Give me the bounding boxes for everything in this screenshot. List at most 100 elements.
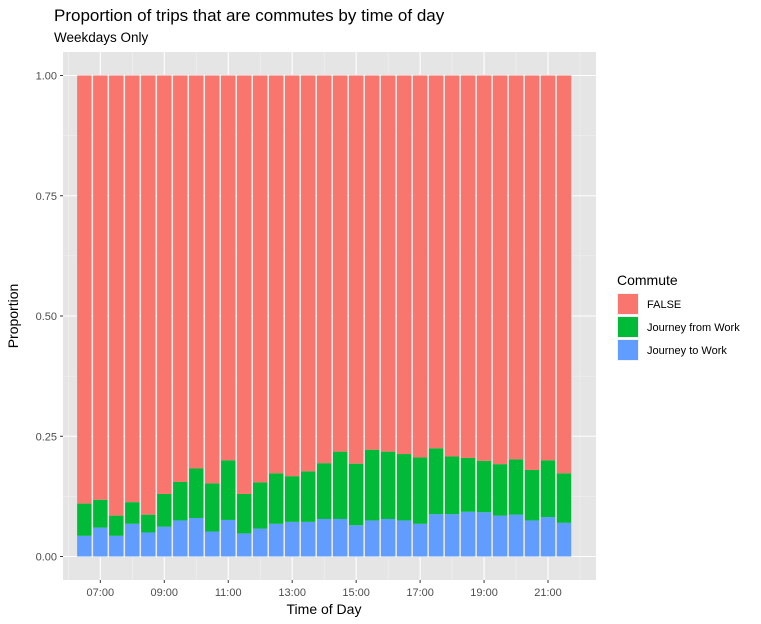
- bar-segment: [540, 517, 556, 557]
- bar-segment: [556, 522, 572, 557]
- bar-segment: [380, 75, 396, 452]
- chart-subtitle: Weekdays Only: [54, 30, 149, 45]
- bar-segment: [189, 75, 204, 469]
- bar-segment: [412, 75, 428, 458]
- bar-segment: [205, 75, 220, 484]
- bar-segment: [253, 482, 268, 529]
- legend-title: Commute: [617, 272, 678, 288]
- y-tick-label: 1.00: [36, 71, 57, 83]
- bar-segment: [189, 518, 204, 557]
- bar-segment: [221, 519, 236, 557]
- bar-segment: [77, 75, 92, 504]
- bar-segment: [348, 75, 364, 464]
- bar-segment: [364, 75, 380, 450]
- bar-segment: [444, 514, 460, 557]
- bar-segment: [508, 514, 524, 557]
- bar-segment: [221, 460, 236, 520]
- bar-segment: [316, 463, 332, 519]
- bar-segment: [93, 527, 108, 557]
- bar-segment: [348, 463, 364, 526]
- bar-segment: [476, 75, 492, 461]
- x-tick-label: 13:00: [278, 587, 306, 599]
- bar-segment: [492, 464, 508, 516]
- y-tick-label: 0.50: [36, 311, 57, 323]
- y-axis: 0.00 0.25 0.50 0.75 1.00: [36, 71, 63, 564]
- bar-segment: [173, 520, 188, 557]
- bar-segment: [460, 511, 476, 557]
- x-tick-label: 09:00: [151, 587, 179, 599]
- bar-segment: [508, 459, 524, 515]
- bar-segment: [109, 535, 124, 557]
- bar-segment: [253, 528, 268, 557]
- x-tick-label: 17:00: [406, 587, 434, 599]
- bar-segment: [300, 521, 316, 557]
- bar-segment: [492, 75, 508, 465]
- bar-segment: [412, 523, 428, 557]
- bar-segment: [300, 471, 316, 522]
- bar-segment: [125, 502, 140, 524]
- bar-segment: [157, 75, 172, 494]
- bar-segment: [237, 493, 252, 534]
- bar-segment: [109, 515, 124, 536]
- y-tick-label: 0.25: [36, 431, 57, 443]
- bar-segment: [396, 520, 412, 557]
- bar-segment: [285, 476, 300, 522]
- bar-segment: [141, 532, 156, 557]
- bar-segment: [125, 523, 140, 557]
- bar-segment: [141, 75, 156, 515]
- x-tick-label: 21:00: [534, 587, 562, 599]
- bar-segment: [205, 531, 220, 557]
- bar-segment: [205, 483, 220, 532]
- x-tick-label: 11:00: [215, 587, 242, 599]
- bar-segment: [93, 499, 108, 528]
- bar-segment: [269, 75, 284, 474]
- bar-segment: [540, 75, 556, 461]
- bar-segment: [428, 514, 444, 557]
- bar-segment: [221, 75, 236, 461]
- bar-segment: [524, 469, 540, 521]
- bar-segment: [189, 468, 204, 519]
- legend-swatch: [618, 294, 638, 314]
- bar-segment: [77, 503, 92, 536]
- bar-segment: [460, 457, 476, 512]
- legend-swatch: [618, 317, 638, 337]
- bar-segment: [476, 460, 492, 513]
- bar-segment: [380, 518, 396, 557]
- bars: [77, 75, 572, 557]
- x-tick-label: 07:00: [87, 587, 115, 599]
- x-axis: 07:00 09:00 11:00 13:00 15:00 17:00 19:00 21:00: [87, 580, 562, 599]
- bar-segment: [269, 473, 284, 524]
- bar-segment: [109, 75, 124, 516]
- bar-segment: [348, 525, 364, 557]
- bar-segment: [141, 514, 156, 533]
- bar-segment: [332, 75, 348, 452]
- bar-segment: [444, 75, 460, 457]
- y-tick-label: 0.00: [36, 552, 57, 564]
- bar-segment: [332, 518, 348, 557]
- y-axis-title: Proportion: [5, 284, 21, 349]
- x-tick-label: 19:00: [470, 587, 498, 599]
- bar-segment: [540, 460, 556, 518]
- bar-segment: [157, 526, 172, 557]
- bar-segment: [524, 75, 540, 470]
- bar-segment: [364, 520, 380, 557]
- bar-segment: [300, 75, 316, 472]
- chart-title: Proportion of trips that are commutes by…: [54, 6, 445, 25]
- bar-segment: [412, 457, 428, 524]
- bar-segment: [380, 451, 396, 519]
- bar-segment: [332, 451, 348, 519]
- bar-segment: [237, 533, 252, 557]
- legend-label: Journey from Work: [647, 322, 740, 334]
- bar-segment: [316, 75, 332, 464]
- bar-segment: [556, 473, 572, 523]
- bar-segment: [556, 75, 572, 474]
- bar-segment: [237, 75, 252, 494]
- legend-label: FALSE: [647, 299, 681, 311]
- bar-segment: [173, 75, 188, 482]
- legend-label: Journey to Work: [647, 345, 727, 357]
- bar-segment: [93, 75, 108, 500]
- bar-segment: [269, 523, 284, 557]
- bar-segment: [77, 535, 92, 557]
- bar-segment: [492, 515, 508, 557]
